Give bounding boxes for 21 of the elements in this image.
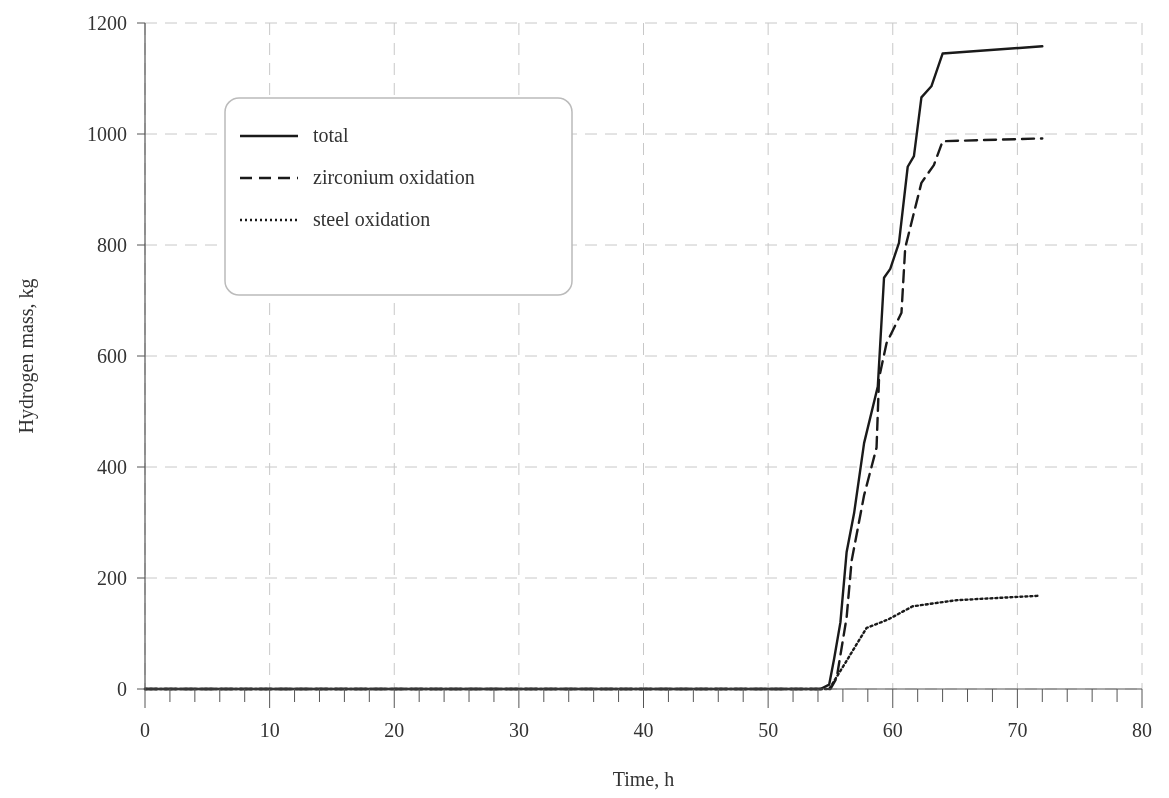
x-tick-label: 80 xyxy=(1132,719,1152,741)
y-tick-label: 800 xyxy=(97,234,127,256)
x-axis-title: Time, h xyxy=(612,768,675,790)
y-tick-label: 1000 xyxy=(87,123,127,145)
y-tick-label: 200 xyxy=(97,567,127,589)
y-tick-label: 0 xyxy=(117,678,127,700)
x-tick-label: 30 xyxy=(508,719,529,741)
x-tick-label: 0 xyxy=(140,719,150,741)
x-tick-label: 60 xyxy=(882,719,903,741)
legend-label: zirconium oxidation xyxy=(313,166,475,188)
y-axis-title: Hydrogen mass, kg xyxy=(15,278,38,434)
x-tick-label: 70 xyxy=(1007,719,1028,741)
y-tick-label: 600 xyxy=(97,345,127,367)
y-tick-label: 400 xyxy=(97,456,127,478)
x-tick-label: 10 xyxy=(259,719,280,741)
legend-label: total xyxy=(313,124,349,146)
x-tick-label: 40 xyxy=(633,719,654,741)
x-tick-label: 50 xyxy=(758,719,779,741)
legend-label: steel oxidation xyxy=(313,208,431,230)
x-tick-label: 20 xyxy=(384,719,405,741)
y-tick-label: 1200 xyxy=(87,12,127,34)
